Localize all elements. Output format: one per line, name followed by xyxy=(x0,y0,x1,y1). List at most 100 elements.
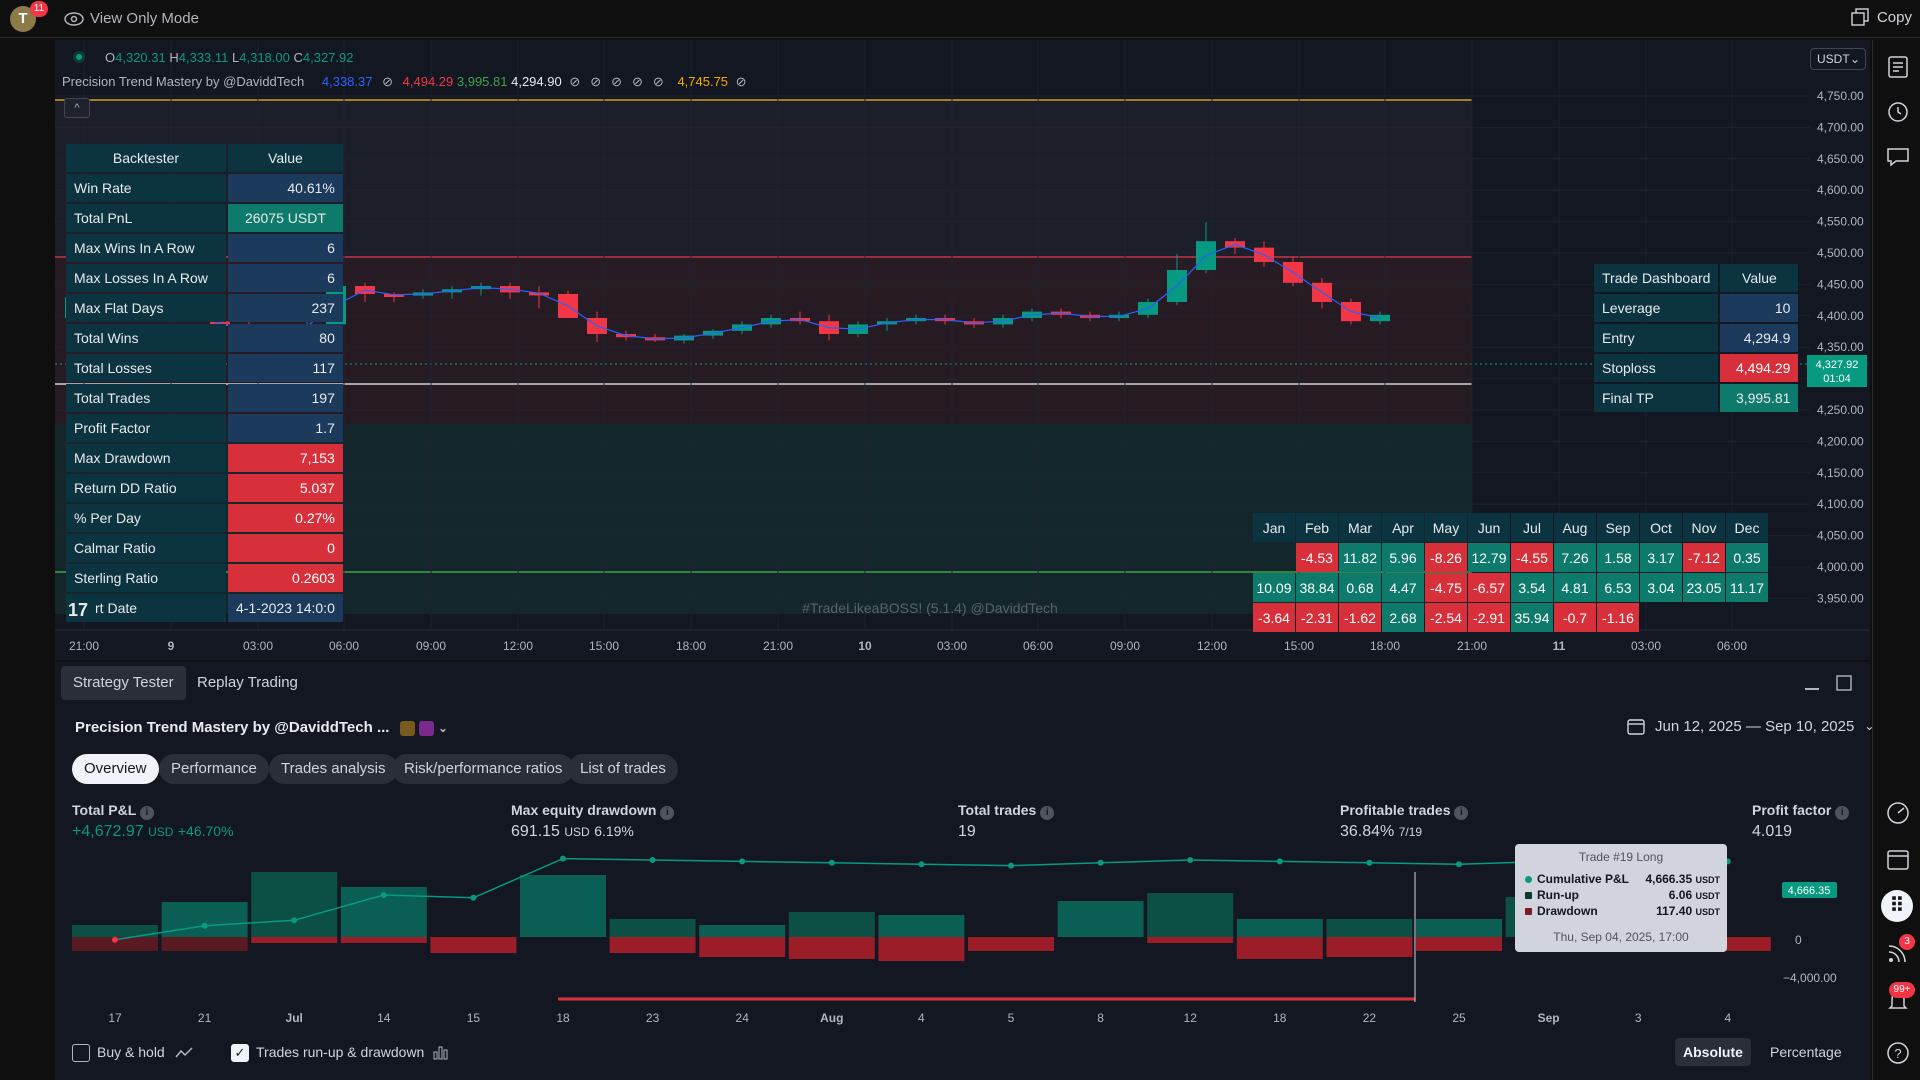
tab-replay-trading[interactable]: Replay Trading xyxy=(197,674,298,691)
equity-point xyxy=(739,858,746,865)
calendar-small-icon[interactable] xyxy=(418,720,434,736)
drawdown-bar xyxy=(430,937,517,953)
equity-x-tick: Jul xyxy=(286,1011,303,1025)
time-tick: 12:00 xyxy=(1197,639,1227,653)
tradingview-logo-icon: 17 xyxy=(68,600,96,620)
month-cell: -0.7 xyxy=(1554,603,1596,632)
copy-button[interactable]: Copy xyxy=(1851,8,1912,26)
month-cell: -8.26 xyxy=(1425,543,1467,572)
equity-point xyxy=(470,894,477,901)
info-icon[interactable]: i xyxy=(660,806,675,820)
backtester-value: 0.2603 xyxy=(228,564,343,592)
price-tick: 4,400.00 xyxy=(1817,309,1864,323)
equity-x-tick: 3 xyxy=(1635,1011,1642,1025)
chat-icon[interactable] xyxy=(1885,144,1911,170)
backtester-label: Max Losses In A Row xyxy=(66,264,226,292)
subtab-list-of-trades[interactable]: List of trades xyxy=(568,754,678,784)
price-tick: 4,450.00 xyxy=(1817,277,1864,291)
month-cell: -2.31 xyxy=(1296,603,1338,632)
month-cell: -3.64 xyxy=(1253,603,1295,632)
calendar-icon[interactable] xyxy=(1885,846,1911,872)
backtester-row: Max Losses In A Row 6 xyxy=(66,264,343,292)
month-cell: 7.26 xyxy=(1554,543,1596,572)
backtester-row: Total PnL 26075 USDT xyxy=(66,204,343,232)
dashboard-header-label: Trade Dashboard xyxy=(1594,264,1719,292)
help-icon[interactable]: ? xyxy=(1885,1040,1911,1066)
price-tick: 4,250.00 xyxy=(1817,403,1864,417)
runup-bar xyxy=(161,902,248,937)
subtab-risk-ratios[interactable]: Risk/performance ratios xyxy=(392,754,575,784)
subtab-overview[interactable]: Overview xyxy=(72,754,159,784)
info-icon[interactable]: i xyxy=(1040,806,1055,820)
watchlist-icon[interactable] xyxy=(1885,54,1911,80)
equity-x-tick: 22 xyxy=(1363,1011,1377,1025)
month-header: Apr xyxy=(1382,513,1424,542)
subtab-performance[interactable]: Performance xyxy=(159,754,269,784)
ohlc-low: 4,318.00 xyxy=(239,50,290,65)
runup-drawdown-checkbox[interactable]: ✓ xyxy=(231,1044,249,1062)
notification-badge: 11 xyxy=(30,1,48,17)
absolute-toggle[interactable]: Absolute xyxy=(1675,1038,1751,1066)
metric-value: 19 xyxy=(958,823,976,840)
month-header: Dec xyxy=(1726,513,1768,542)
info-icon[interactable]: i xyxy=(1835,806,1850,820)
time-tick: 03:00 xyxy=(243,639,273,653)
strategy-title[interactable]: Precision Trend Mastery by @DaviddTech .… xyxy=(75,719,448,736)
backtester-row: Calmar Ratio 0 xyxy=(66,534,343,562)
speedometer-icon[interactable] xyxy=(1885,800,1911,826)
alarm-clock-icon[interactable] xyxy=(1885,98,1911,124)
settings-icon[interactable] xyxy=(399,720,415,736)
equity-point xyxy=(918,861,925,868)
month-cell: 0.68 xyxy=(1339,573,1381,602)
date-range-picker[interactable]: Jun 12, 2025 — Sep 10, 2025 ⌄ xyxy=(1627,717,1874,735)
backtester-row: Max Drawdown 7,153 xyxy=(66,444,343,472)
month-cell: 4.47 xyxy=(1382,573,1424,602)
backtester-value: 4-1-2023 14:0:0 xyxy=(228,594,343,622)
month-cell: 3.54 xyxy=(1511,573,1553,602)
dashboard-row: Leverage 10 xyxy=(1594,294,1799,322)
backtester-label: Total Wins xyxy=(66,324,226,352)
price-tick: 4,750.00 xyxy=(1817,89,1864,103)
equity-x-axis: 17 21 Jul 14 15 18 23 24 Aug 4 5 8 12 18 22 25 Sep 3 4 xyxy=(108,1011,1731,1025)
time-axis: 21:00 9 03:00 06:00 09:00 12:00 15:00 18:00 21:0… xyxy=(69,639,1747,653)
tab-strategy-tester[interactable]: Strategy Tester xyxy=(61,666,186,700)
month-header: Nov xyxy=(1683,513,1725,542)
equity-x-tick: 5 xyxy=(1008,1011,1015,1025)
ohlc-o-label: O xyxy=(105,50,116,65)
collapse-legend-button[interactable]: ^ xyxy=(64,98,90,118)
time-tick: 15:00 xyxy=(1284,639,1314,653)
indicator-name[interactable]: Precision Trend Mastery by @DaviddTech xyxy=(62,74,305,89)
percentage-toggle[interactable]: Percentage xyxy=(1770,1044,1842,1060)
equity-x-tick: Aug xyxy=(820,1011,843,1025)
maximize-icon[interactable] xyxy=(1835,674,1853,692)
ohlc-h-label: H xyxy=(169,50,179,65)
rss-feed-icon[interactable] xyxy=(1885,940,1911,966)
info-icon[interactable]: i xyxy=(139,806,154,820)
runup-bar xyxy=(1326,919,1413,937)
apps-grid-icon[interactable]: ⠿ xyxy=(1881,890,1913,922)
countdown-text: 01:04 xyxy=(1823,373,1851,385)
equity-x-tick: 15 xyxy=(467,1011,481,1025)
tooltip-date: Thu, Sep 04, 2025, 17:00 xyxy=(1553,930,1689,944)
drawdown-bar xyxy=(699,937,786,957)
metric-header: Profitable trades i xyxy=(1340,802,1469,820)
backtester-label: Max Flat Days xyxy=(66,294,226,322)
indicator-legend[interactable]: Precision Trend Mastery by @DaviddTech 4… xyxy=(62,74,747,90)
price-tick: 4,100.00 xyxy=(1817,497,1864,511)
month-cell: 5.96 xyxy=(1382,543,1424,572)
minimize-icon[interactable] xyxy=(1805,688,1819,690)
drawdown-bar xyxy=(1147,937,1234,943)
dashboard-label: Leverage xyxy=(1594,294,1719,322)
subtab-trades-analysis[interactable]: Trades analysis xyxy=(269,754,398,784)
month-cell: 10.09 xyxy=(1253,573,1295,602)
strategy-name: Precision Trend Mastery by @DaviddTech xyxy=(75,719,373,736)
buy-hold-checkbox[interactable] xyxy=(72,1044,90,1062)
chevron-down-icon[interactable]: ⌄ xyxy=(437,721,449,735)
drawdown-bar xyxy=(968,937,1054,951)
equity-point xyxy=(291,917,298,924)
info-icon[interactable]: i xyxy=(1454,806,1469,820)
currency-select[interactable]: USDT ⌄ xyxy=(1810,48,1866,70)
dashboard-value: 4,294.9 xyxy=(1720,324,1799,352)
month-cell xyxy=(1640,603,1682,632)
backtester-row: Total Trades 197 xyxy=(66,384,343,412)
